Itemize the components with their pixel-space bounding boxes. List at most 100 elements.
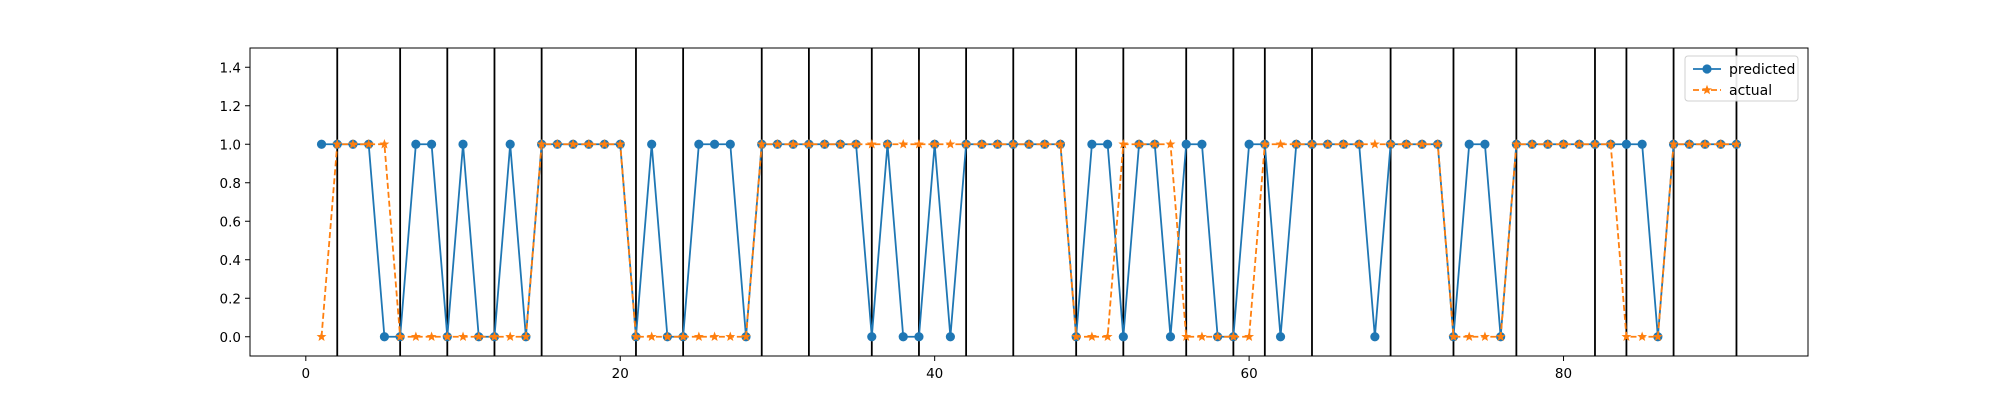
point-actual [1008,139,1019,149]
point-predicted [1637,139,1647,149]
point-actual [1731,139,1742,149]
point-actual [772,139,783,149]
point-actual [1464,331,1475,341]
point-actual [1574,139,1585,149]
point-actual [1212,331,1223,341]
point-actual [473,331,484,341]
point-actual [914,139,924,149]
legend-label-predicted: predicted [1729,62,1795,78]
point-actual [646,331,657,341]
point-predicted [1464,139,1474,149]
point-actual [379,139,390,149]
point-actual [898,139,909,149]
point-predicted [411,139,421,149]
point-predicted [914,332,924,342]
point-actual [1086,331,1097,341]
y-tick-label: 0.4 [220,253,241,269]
x-tick-label: 0 [302,366,311,382]
point-predicted [379,332,390,342]
point-actual [1322,139,1333,149]
y-tick-label: 1.4 [220,60,241,76]
point-actual [1102,331,1113,341]
x-tick-label: 40 [926,366,943,382]
point-actual [788,139,799,149]
point-predicted [1275,332,1286,342]
point-actual [442,331,453,341]
point-actual [1181,331,1192,341]
point-actual [866,139,877,149]
point-actual [1495,331,1506,341]
point-actual [631,331,641,341]
point-actual [756,139,767,149]
point-actual [1684,139,1695,149]
point-predicted [709,139,720,149]
series-line-predicted [321,143,1737,338]
point-actual [1715,139,1726,149]
point-actual [615,139,626,149]
point-actual [1401,139,1412,149]
point-predicted [945,332,955,342]
point-actual [395,331,406,341]
point-actual [1417,139,1427,149]
y-tick-label: 0.0 [220,330,241,346]
point-actual [348,139,358,149]
point-actual [1700,139,1710,149]
point-actual [1511,139,1522,149]
point-actual [1354,139,1365,149]
point-predicted [694,139,704,149]
point-predicted [426,139,437,149]
point-actual [410,331,421,341]
point-actual [1307,139,1317,149]
point-actual [961,139,972,149]
point-actual [1527,139,1538,149]
legend-marker-actual [1702,84,1712,95]
legend-label-actual: actual [1729,83,1772,99]
point-predicted [1103,139,1113,149]
point-actual [709,331,720,341]
y-tick-label: 0.6 [220,214,241,230]
point-actual [1338,139,1349,149]
point-actual [1558,139,1569,149]
y-tick-label: 0.2 [220,291,241,307]
point-actual [458,331,468,341]
point-actual [1542,139,1553,149]
point-predicted [1197,139,1207,149]
point-actual [1196,331,1207,341]
point-predicted [1118,332,1128,342]
point-actual [725,331,736,341]
point-actual [662,331,673,341]
point-actual [568,139,579,149]
point-actual [1590,139,1600,149]
point-actual [583,139,594,149]
point-predicted [867,332,877,342]
point-actual [1244,331,1255,341]
y-tick-label: 1.2 [220,99,241,115]
point-actual [1291,139,1302,149]
point-actual [945,139,956,149]
point-actual [1605,139,1616,149]
point-actual [1039,139,1050,149]
point-predicted [1165,332,1176,342]
point-actual [489,331,500,341]
point-predicted [458,139,468,149]
x-tick-label: 80 [1555,366,1572,382]
legend-marker-predicted [1702,64,1712,74]
point-actual [1448,331,1459,341]
point-actual [1275,139,1286,149]
point-actual [678,331,689,341]
point-actual [1071,331,1082,341]
point-actual [1668,139,1679,149]
point-actual [1369,139,1380,149]
point-actual [536,139,547,149]
point-actual [819,139,830,149]
axes-frame [249,47,1809,357]
point-actual [332,139,343,149]
point-actual [1432,139,1443,149]
point-actual [1228,331,1239,341]
x-tick-label: 60 [1241,366,1258,382]
point-actual [741,331,751,341]
point-predicted [505,139,515,149]
point-actual [882,139,893,149]
point-actual [992,139,1003,149]
point-actual [1055,139,1066,149]
